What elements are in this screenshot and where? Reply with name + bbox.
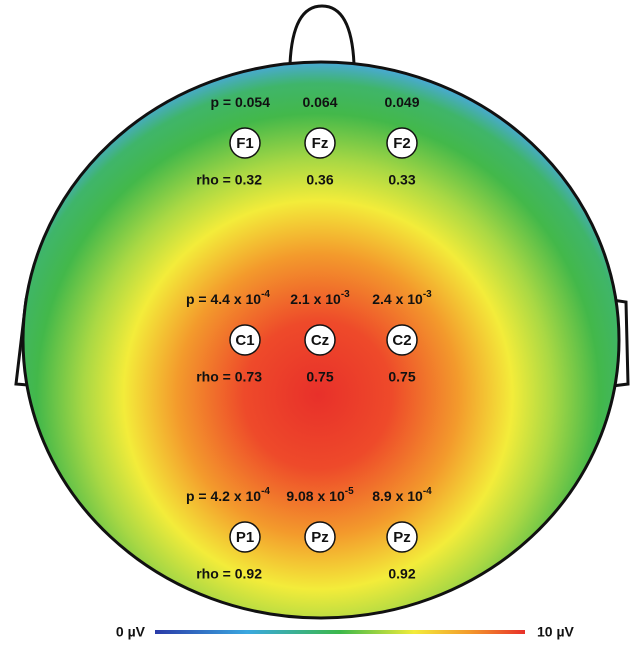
rho-value: 0.92: [388, 566, 415, 582]
p-value: 0.064: [302, 94, 337, 110]
electrode: [304, 324, 336, 356]
electrode: [304, 127, 336, 159]
p-value-exponent: -4: [261, 486, 270, 497]
electrode: [229, 127, 261, 159]
electrode-label: Pz: [393, 529, 411, 546]
electrode-label: C1: [235, 332, 254, 349]
p-value-base: 0.064: [302, 94, 337, 110]
p-value-base: 2.4 x 10: [372, 291, 423, 307]
electrode: [386, 127, 418, 159]
rho-value: 0.36: [306, 172, 333, 188]
electrode-label: Pz: [311, 529, 329, 546]
rho-value: rho = 0.73: [196, 369, 262, 385]
colorbar-max: 10 µV: [537, 624, 575, 640]
rho-value: rho = 0.92: [196, 566, 262, 582]
electrode: [386, 521, 418, 553]
p-value-exponent: -4: [423, 486, 432, 497]
electrode-label: C2: [392, 332, 411, 349]
p-value-base: p = 4.2 x 10: [186, 488, 261, 504]
p-value-exponent: -3: [341, 289, 350, 300]
p-value-base: 2.1 x 10: [290, 291, 341, 307]
electrode-label: Cz: [311, 332, 329, 349]
p-value-exponent: -5: [345, 486, 354, 497]
p-value: 2.4 x 10-3: [372, 289, 432, 307]
electrode-labels: p = 0.054 F1 rho = 0.32 0.064 Fz 0.36 0.049 F2 0…: [186, 94, 432, 582]
p-value: p = 4.4 x 10-4: [186, 289, 270, 307]
electrode-label: Fz: [312, 135, 329, 152]
electrode: [229, 324, 261, 356]
p-value-base: 9.08 x 10: [286, 488, 345, 504]
rho-value: 0.33: [388, 172, 415, 188]
electrode-label: P1: [236, 529, 254, 546]
electrode: [386, 324, 418, 356]
colorbar-min: 0 µV: [116, 624, 146, 640]
rho-value: 0.75: [306, 369, 333, 385]
p-value: 8.9 x 10-4: [372, 486, 432, 504]
p-value: p = 0.054: [210, 94, 270, 110]
p-value: p = 4.2 x 10-4: [186, 486, 270, 504]
electrode: [304, 521, 336, 553]
rho-value: 0.75: [388, 369, 415, 385]
nose: [288, 4, 356, 65]
electrode-label: F2: [393, 135, 411, 152]
electrode: [229, 521, 261, 553]
p-value-base: p = 0.054: [210, 94, 270, 110]
p-value-base: p = 4.4 x 10: [186, 291, 261, 307]
p-value-base: 8.9 x 10: [372, 488, 423, 504]
electrode-label: F1: [236, 135, 254, 152]
p-value-exponent: -3: [423, 289, 432, 300]
p-value-base: 0.049: [384, 94, 419, 110]
p-value-exponent: -4: [261, 289, 270, 300]
colorbar: [155, 630, 525, 634]
p-value: 0.049: [384, 94, 419, 110]
p-value: 9.08 x 10-5: [286, 486, 354, 504]
rho-value: rho = 0.32: [196, 172, 262, 188]
p-value: 2.1 x 10-3: [290, 289, 350, 307]
